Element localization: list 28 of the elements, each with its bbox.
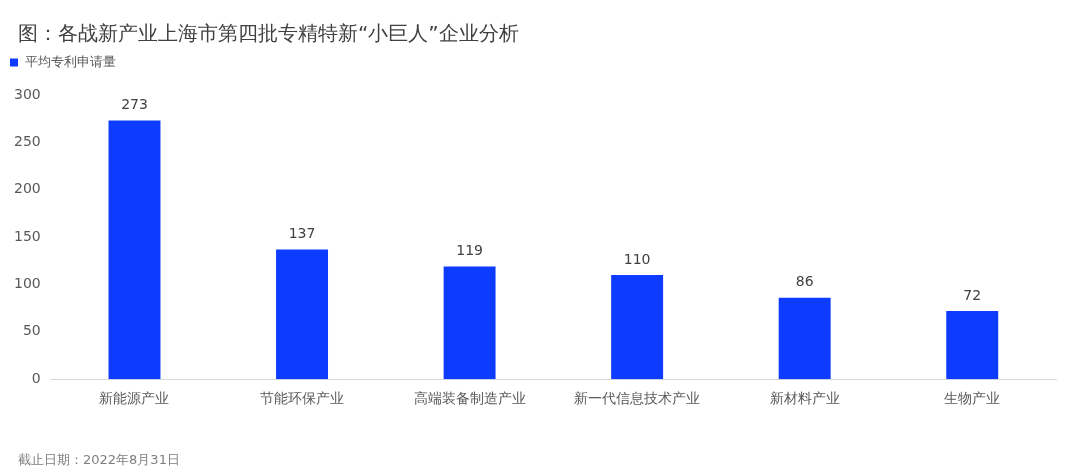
y-tick-label: 200 (13, 180, 41, 197)
bar (108, 120, 161, 380)
y-tick-label: 50 (22, 322, 41, 339)
y-tick-label: 100 (13, 275, 41, 292)
legend-label: 平均专利申请量 (24, 53, 116, 69)
y-tick-label: 250 (13, 133, 41, 150)
bar (778, 297, 831, 380)
x-tick-label: 新材料产业 (769, 390, 840, 407)
x-tick-label: 高端装备制造产业 (413, 390, 526, 407)
x-tick-label: 生物产业 (944, 390, 1001, 407)
data-label: 86 (795, 273, 814, 290)
data-label: 137 (288, 225, 316, 242)
chart-title: 图：各战新产业上海市第四批专精特新“小巨人”企业分析 (18, 20, 519, 47)
x-tick-label: 新一代信息技术产业 (574, 390, 701, 407)
text: 截止日期：2022年8月31日 (18, 451, 180, 469)
bar (443, 266, 496, 380)
y-tick-label: 150 (13, 227, 41, 244)
bar (611, 274, 664, 380)
x-tick-label: 节能环保产业 (260, 390, 345, 407)
bar (946, 310, 999, 380)
y-tick-label: 0 (31, 369, 41, 386)
data-label: 119 (456, 242, 483, 259)
y-tick-label: 300 (13, 85, 41, 102)
bar (276, 249, 329, 380)
data-label: 72 (963, 286, 982, 303)
data-label: 110 (623, 250, 651, 267)
data-label: 273 (121, 96, 148, 113)
x-tick-label: 新能源产业 (99, 390, 170, 407)
